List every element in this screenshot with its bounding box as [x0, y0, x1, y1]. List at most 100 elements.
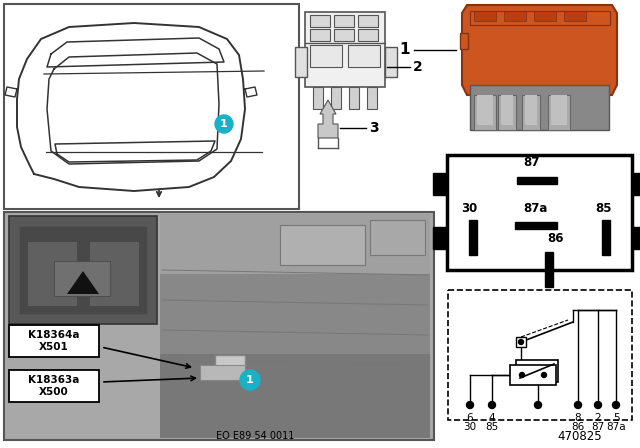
- Text: 1: 1: [246, 375, 254, 385]
- Text: 8: 8: [575, 413, 581, 423]
- Bar: [54, 261, 110, 296]
- Bar: [632, 227, 640, 249]
- Bar: [564, 11, 586, 21]
- Text: K18363a: K18363a: [28, 375, 80, 385]
- Bar: [358, 29, 378, 41]
- Bar: [4, 212, 434, 440]
- Text: 87: 87: [591, 422, 605, 432]
- Bar: [89, 241, 139, 306]
- Bar: [548, 95, 570, 130]
- Bar: [516, 337, 526, 347]
- Circle shape: [240, 370, 260, 390]
- Bar: [525, 95, 537, 125]
- Bar: [515, 222, 557, 229]
- Bar: [448, 290, 632, 420]
- Bar: [9, 325, 99, 357]
- Bar: [160, 274, 430, 354]
- Bar: [551, 95, 567, 125]
- Text: 5: 5: [612, 413, 620, 423]
- Text: 30: 30: [463, 422, 477, 432]
- Bar: [522, 95, 540, 130]
- Polygon shape: [67, 271, 99, 294]
- Text: 87: 87: [523, 156, 539, 169]
- Circle shape: [518, 340, 524, 345]
- Bar: [295, 47, 307, 77]
- Bar: [160, 214, 430, 438]
- Bar: [310, 29, 330, 41]
- Bar: [545, 252, 553, 287]
- Text: 1: 1: [399, 43, 410, 57]
- Bar: [474, 11, 496, 21]
- Bar: [447, 155, 632, 270]
- Text: 470825: 470825: [557, 430, 602, 443]
- Bar: [334, 29, 354, 41]
- Circle shape: [595, 401, 602, 409]
- Circle shape: [215, 115, 233, 133]
- Bar: [200, 365, 245, 380]
- Text: 6: 6: [467, 413, 474, 423]
- Circle shape: [467, 401, 474, 409]
- Bar: [433, 173, 447, 195]
- Circle shape: [541, 372, 547, 378]
- Bar: [160, 354, 430, 438]
- Bar: [348, 45, 380, 67]
- Text: 86: 86: [572, 422, 584, 432]
- Polygon shape: [462, 5, 617, 95]
- Text: X500: X500: [39, 387, 69, 397]
- Bar: [215, 355, 245, 375]
- Bar: [498, 95, 516, 130]
- Bar: [516, 360, 558, 382]
- Bar: [19, 226, 147, 314]
- Bar: [358, 15, 378, 27]
- Bar: [510, 365, 556, 385]
- Text: 30: 30: [461, 202, 477, 215]
- Bar: [160, 214, 430, 274]
- Bar: [9, 216, 157, 324]
- Bar: [370, 220, 425, 255]
- Bar: [310, 15, 330, 27]
- Bar: [469, 220, 477, 255]
- Bar: [331, 87, 341, 109]
- Bar: [632, 173, 640, 195]
- Bar: [4, 4, 299, 209]
- Bar: [460, 33, 468, 49]
- Bar: [470, 85, 609, 130]
- Text: 87a: 87a: [606, 422, 626, 432]
- Bar: [9, 370, 99, 402]
- Text: 3: 3: [369, 121, 379, 135]
- Bar: [477, 95, 493, 125]
- Bar: [602, 220, 610, 255]
- Bar: [470, 11, 610, 25]
- Text: K18364a: K18364a: [28, 330, 80, 340]
- Text: 85: 85: [485, 422, 499, 432]
- Bar: [305, 12, 385, 87]
- Bar: [385, 47, 397, 77]
- Bar: [349, 87, 359, 109]
- Bar: [27, 241, 77, 306]
- Bar: [367, 87, 377, 109]
- Text: EO E89 54 0011: EO E89 54 0011: [216, 431, 294, 441]
- Circle shape: [488, 401, 495, 409]
- Circle shape: [575, 401, 582, 409]
- Polygon shape: [318, 100, 338, 138]
- Bar: [313, 87, 323, 109]
- Text: 2: 2: [413, 60, 423, 74]
- Bar: [334, 15, 354, 27]
- Text: 86: 86: [547, 232, 563, 245]
- Bar: [433, 227, 447, 249]
- Bar: [517, 177, 557, 184]
- Bar: [474, 95, 496, 130]
- Bar: [534, 11, 556, 21]
- Bar: [501, 95, 513, 125]
- Circle shape: [612, 401, 620, 409]
- Text: 1: 1: [220, 119, 228, 129]
- Bar: [504, 11, 526, 21]
- Circle shape: [520, 372, 525, 378]
- Text: 87a: 87a: [523, 202, 547, 215]
- Bar: [310, 45, 342, 67]
- Text: 2: 2: [595, 413, 602, 423]
- Bar: [280, 225, 365, 265]
- Circle shape: [534, 401, 541, 409]
- Text: 85: 85: [595, 202, 612, 215]
- Text: 4: 4: [489, 413, 495, 423]
